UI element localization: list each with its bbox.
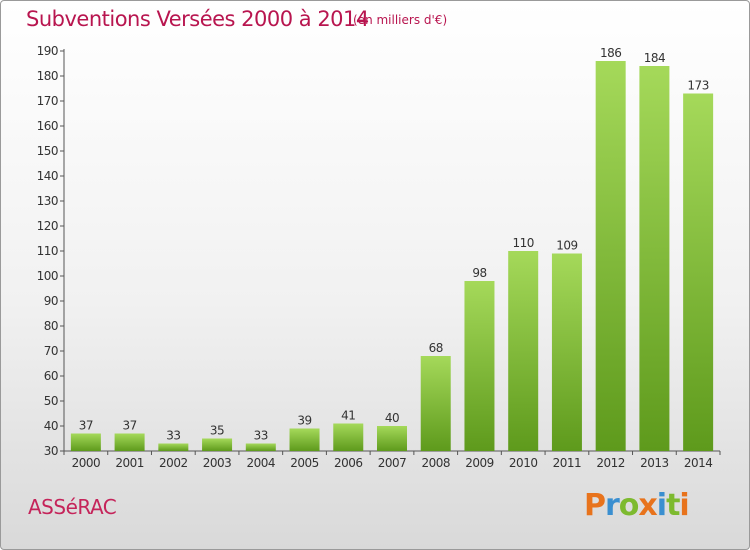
x-tick-label: 2014 xyxy=(684,456,713,470)
bar xyxy=(114,433,145,451)
y-tick-label: 180 xyxy=(37,69,58,83)
bar-value-label: 35 xyxy=(210,424,224,438)
bar-value-label: 33 xyxy=(254,429,268,443)
chart-subtitle: (en milliers d'€) xyxy=(353,13,448,27)
bar-value-label: 186 xyxy=(600,46,621,60)
bar-value-label: 37 xyxy=(79,419,93,433)
bar xyxy=(245,443,276,451)
y-tick-label: 60 xyxy=(44,369,58,383)
x-tick-label: 2007 xyxy=(378,456,407,470)
bar-value-label: 39 xyxy=(297,414,311,428)
x-tick-label: 2001 xyxy=(115,456,144,470)
bar-value-label: 184 xyxy=(644,51,665,65)
x-tick-label: 2010 xyxy=(509,456,538,470)
chart-title: Subventions Versées 2000 à 2014 xyxy=(26,7,369,31)
bar xyxy=(639,66,670,451)
bar-value-label: 33 xyxy=(166,429,180,443)
bar-value-label: 40 xyxy=(385,411,399,425)
y-tick-label: 50 xyxy=(44,394,58,408)
y-tick-label: 120 xyxy=(37,219,58,233)
bar xyxy=(508,251,539,451)
bar xyxy=(595,61,626,451)
brand-letter: o xyxy=(618,488,640,523)
bar-value-label: 173 xyxy=(687,79,708,93)
y-tick-label: 40 xyxy=(44,419,58,433)
brand-logo: Proxiti xyxy=(584,488,690,523)
brand-letter: r xyxy=(605,488,620,523)
y-tick-label: 100 xyxy=(37,269,58,283)
bar xyxy=(70,433,101,451)
bar xyxy=(202,438,233,451)
brand-letter: t xyxy=(666,488,680,523)
brand-letter: i xyxy=(656,488,667,523)
x-tick-label: 2012 xyxy=(596,456,625,470)
y-axis: 30 40 50 60 70 80 90 100 110 120 130 140 150 160 170 18… xyxy=(37,44,65,458)
y-tick-label: 170 xyxy=(37,94,58,108)
bar-value-label: 68 xyxy=(429,341,443,355)
y-tick-label: 160 xyxy=(37,119,58,133)
x-tick-label: 2006 xyxy=(334,456,363,470)
x-tick-label: 2011 xyxy=(553,456,582,470)
y-tick-label: 130 xyxy=(37,194,58,208)
x-tick-label: 2002 xyxy=(159,456,188,470)
bar-value-label: 37 xyxy=(122,419,136,433)
bar xyxy=(289,428,320,451)
x-tick-label: 2004 xyxy=(247,456,276,470)
y-tick-label: 30 xyxy=(44,444,58,458)
x-tick-label: 2005 xyxy=(290,456,319,470)
x-tick-label: 2003 xyxy=(203,456,232,470)
brand-letter: P xyxy=(584,488,606,523)
y-tick-label: 80 xyxy=(44,319,58,333)
y-tick-label: 190 xyxy=(37,44,58,58)
bar-value-label: 41 xyxy=(341,409,355,423)
x-tick-label: 2009 xyxy=(465,456,494,470)
bars-group xyxy=(70,61,714,451)
bar xyxy=(683,93,714,451)
brand-letter: x xyxy=(638,488,657,523)
y-tick-label: 90 xyxy=(44,294,58,308)
bar xyxy=(420,356,451,451)
bar-value-label: 110 xyxy=(512,236,533,250)
commune-name: ASSéRAC xyxy=(28,495,117,519)
bar xyxy=(551,253,582,451)
x-axis: 2000 2001 2002 2003 2004 2005 2006 2007 2008 2009… xyxy=(63,450,721,470)
bar xyxy=(464,281,495,451)
y-tick-label: 150 xyxy=(37,144,58,158)
brand-letter: i xyxy=(679,488,689,523)
bar-labels-group: 37 37 33 35 33 39 41 40 68 98 110 109 186 184 173 xyxy=(79,46,710,443)
bar-value-label: 109 xyxy=(556,239,577,253)
bar-value-label: 98 xyxy=(472,266,486,280)
x-tick-label: 2008 xyxy=(421,456,450,470)
x-tick-label: 2000 xyxy=(72,456,101,470)
x-tick-label: 2013 xyxy=(640,456,669,470)
bar xyxy=(377,426,407,451)
bar xyxy=(333,423,364,451)
bar xyxy=(158,443,189,451)
y-tick-label: 110 xyxy=(37,244,58,258)
y-tick-label: 70 xyxy=(44,344,58,358)
y-tick-label: 140 xyxy=(37,169,58,183)
